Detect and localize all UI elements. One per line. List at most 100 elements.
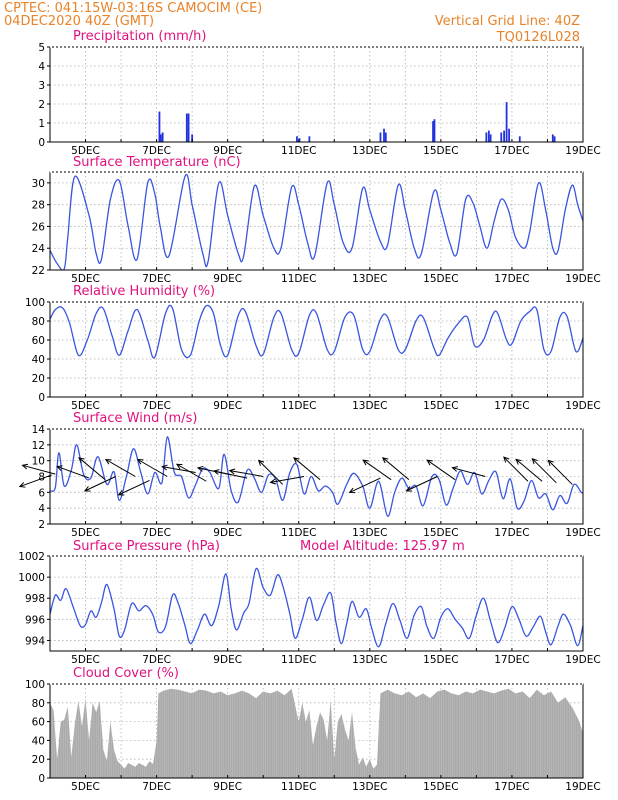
rh-ytick-label: 0 [38,392,45,404]
cloud-xtick-label: 19DEC [565,781,600,793]
precip-bar [433,119,436,142]
wind-arrow-head [269,478,277,485]
wind-series-line [50,436,583,517]
rh-xtick-label: 13DEC [352,400,387,412]
wind-xtick-label: 5DEC [71,527,100,539]
wind-arrow [293,457,321,481]
wind-arrow-shaft [547,460,573,485]
wind-arrow-head [348,487,356,494]
header-model: TQ0126L028 [496,30,580,45]
wind-arrow-shaft [293,457,321,481]
temp-xtick-label: 13DEC [352,273,387,285]
precip-ytick-label: 3 [38,80,45,92]
precip-bar [551,134,554,142]
wind-arrow-shaft [503,456,529,482]
wind-ytick-label: 10 [32,456,45,468]
wind-arrow-head [257,459,265,466]
precip-bar [487,130,490,142]
cloud-ytick-label: 0 [38,773,45,785]
rh-xtick-label: 15DEC [423,400,458,412]
cloud-xtick-label: 13DEC [352,781,387,793]
cloud-panel: Cloud Cover (%) 0 20 40 60 80 100 5DEC 7DEC 9DEC 1… [25,666,601,793]
wind-arrow [381,457,410,481]
precip-bar [191,134,194,142]
header-station: CPTEC: 041:15W-03:16S CAMOCIM (CE) [4,1,262,16]
wind-arrow-shaft [406,476,438,492]
wind-arrow-head [78,457,85,464]
precip-ytick-label: 5 [38,42,45,54]
precip-bar [308,136,311,142]
wind-arrow [451,466,486,477]
cloud-ytick-label: 80 [32,698,45,710]
rh-ytick-label: 80 [32,316,45,328]
wind-arrow [56,465,90,479]
precip-bar [158,111,161,142]
wind-xtick-label: 19DEC [565,527,600,539]
precip-bar [161,132,164,142]
wind-arrow-head [83,486,91,492]
precip-bar [187,113,190,142]
wind-arrow-shaft [270,476,305,483]
cloud-title: Cloud Cover (%) [73,666,179,681]
wind-arrow [228,468,264,477]
wind-arrow-shaft [78,457,106,481]
rh-xtick-label: 19DEC [565,400,600,412]
wind-arrow-shaft [382,457,410,481]
rh-xtick-label: 5DEC [71,400,100,412]
precip-xtick-label: 9DEC [213,145,242,157]
precip-bar [500,132,503,142]
wind-arrow [547,459,573,485]
wind-ytick-label: 2 [38,519,45,531]
header-run-time: 04DEC2020 40Z (GMT) [4,14,154,29]
cloud-frame [49,683,584,779]
precip-ytick-label: 0 [38,137,45,149]
wind-arrow [531,458,557,484]
temp-title: Surface Temperature (nC) [73,155,241,170]
wind-arrow-shaft [19,474,52,488]
cloud-xtick-label: 11DEC [281,781,316,793]
wind-xtick-label: 17DEC [494,527,529,539]
wind-arrow [257,459,284,485]
temp-xtick-label: 19DEC [565,273,600,285]
wind-arrow [348,477,381,494]
wind-arrow-head [104,458,112,465]
precip-xtick-label: 13DEC [352,145,387,157]
precip-bar [296,136,298,142]
wind-xtick-label: 15DEC [423,527,458,539]
wind-arrow-shaft [531,458,557,484]
precip-xtick-label: 19DEC [565,145,600,157]
pressure-xtick-label: 19DEC [565,654,600,666]
temp-xtick-label: 7DEC [142,273,171,285]
rh-series-line [50,304,583,359]
wind-arrow [18,474,52,488]
precip-xtick-label: 7DEC [142,145,171,157]
wind-xtick-label: 11DEC [281,527,316,539]
wind-ytick-label: 4 [38,503,45,515]
rh-xtick-label: 7DEC [142,400,171,412]
wind-arrow-head [547,459,554,466]
rh-panel: Relative Humidity (%) 0 20 40 60 80 100 5DEC 7DE… [25,284,601,412]
precip-ytick-label: 2 [38,99,45,111]
wind-xtick-label: 13DEC [352,527,387,539]
temp-ytick-label: 30 [32,178,45,190]
temp-xtick-label: 5DEC [71,273,100,285]
precip-bar [489,134,492,142]
pressure-xtick-label: 11DEC [281,654,316,666]
temp-ytick-label: 28 [32,200,45,212]
wind-arrow [426,459,456,481]
wind-arrow-head [426,459,433,466]
precip-xtick-label: 15DEC [423,145,458,157]
rh-xtick-label: 11DEC [281,400,316,412]
wind-arrow-head [451,466,459,472]
wind-arrow [362,459,392,481]
wind-arrow-shaft [105,459,136,477]
wind-xtick-label: 7DEC [142,527,171,539]
wind-arrow [175,463,207,482]
cloud-xtick-label: 15DEC [423,781,458,793]
temp-series-line [50,173,583,270]
pressure-ytick-label: 1002 [18,551,45,563]
wind-arrow-head [515,458,522,465]
rh-xtick-label: 17DEC [494,400,529,412]
temp-xtick-label: 9DEC [213,273,242,285]
wind-arrow-head [212,469,220,475]
